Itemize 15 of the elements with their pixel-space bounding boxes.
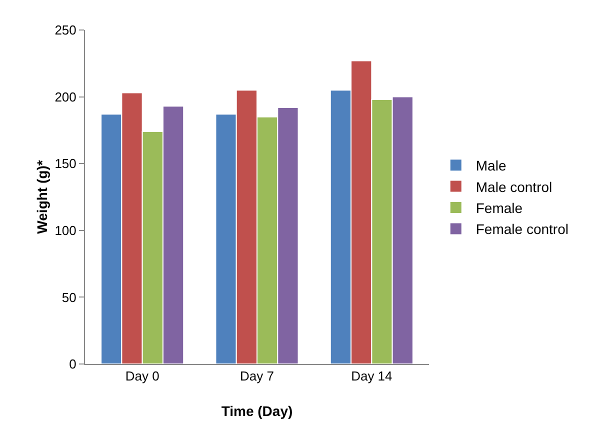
y-tick-label: 200 bbox=[54, 89, 76, 104]
y-tick-label: 100 bbox=[54, 222, 76, 238]
legend-label: Female control bbox=[476, 221, 568, 238]
x-axis-title: Time (Day) bbox=[221, 403, 293, 419]
y-tick-label: 0 bbox=[69, 356, 76, 372]
y-axis-title: Weight (g)* bbox=[34, 160, 50, 234]
legend-label: Female bbox=[476, 200, 523, 216]
y-tick-label: 50 bbox=[62, 290, 76, 305]
y-tick-label: 150 bbox=[54, 156, 76, 172]
legend-label: Male bbox=[476, 158, 506, 174]
x-tick-label: Day 0 bbox=[125, 368, 160, 384]
x-tick-label: Day 7 bbox=[240, 368, 274, 384]
y-tick-label: 250 bbox=[54, 22, 76, 38]
legend-label: Male control bbox=[476, 178, 552, 195]
x-tick-label: Day 14 bbox=[351, 368, 392, 384]
